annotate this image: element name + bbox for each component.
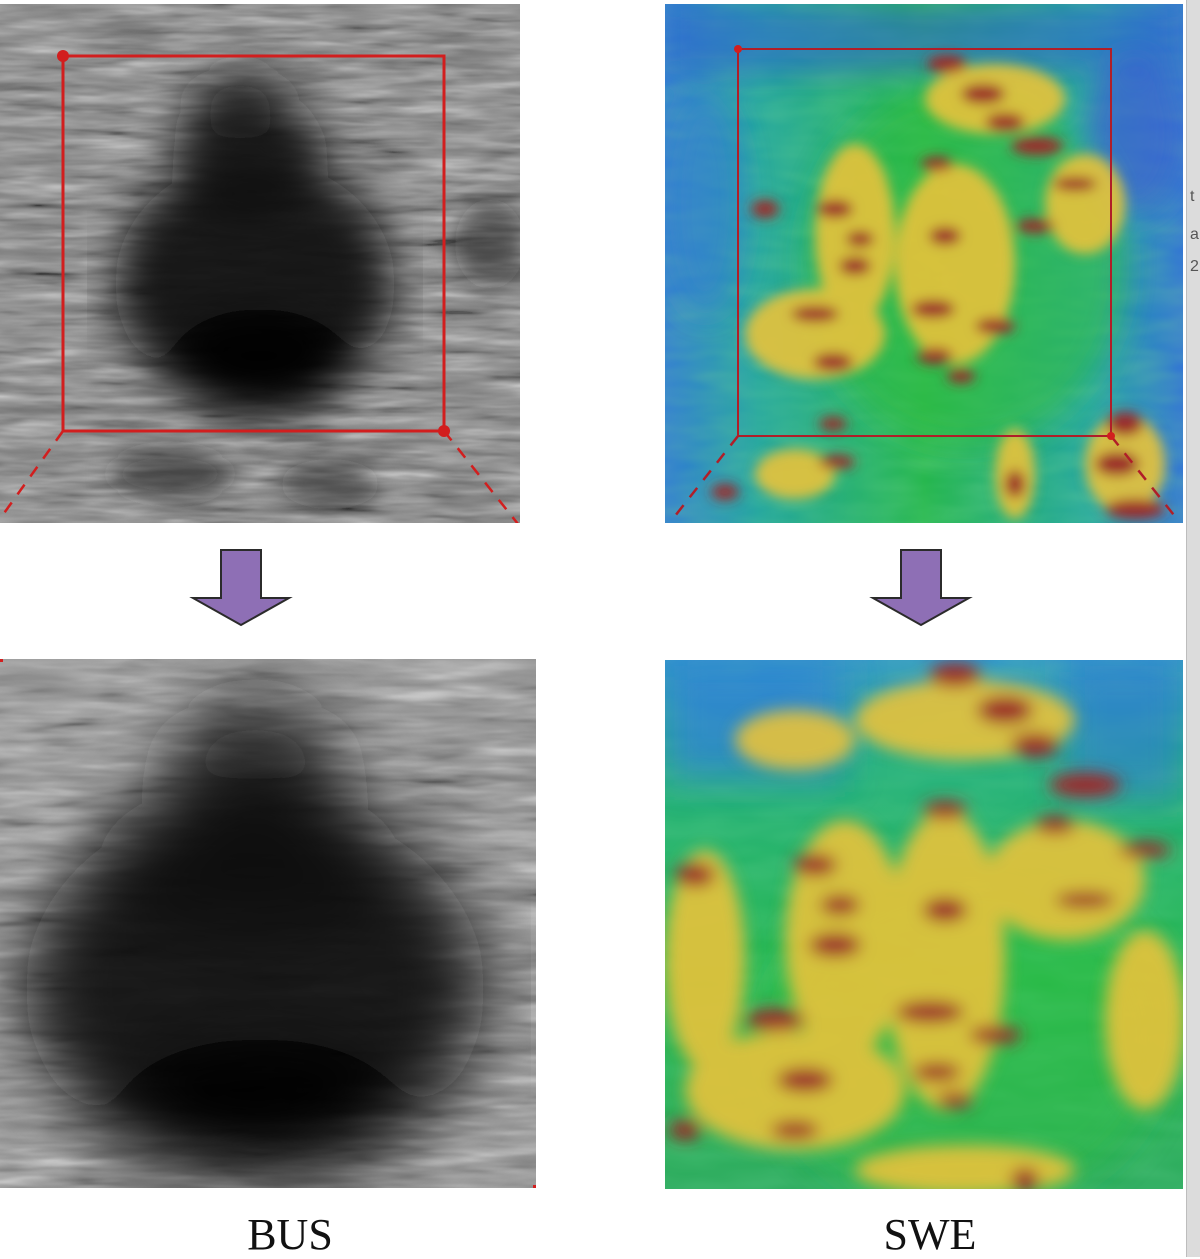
bus-roi-image: [0, 4, 520, 523]
bus-crop-image: [0, 659, 536, 1188]
edge-glyph: a: [1190, 226, 1199, 243]
down-arrow-icon: [869, 548, 973, 628]
swe-crop-image: [665, 660, 1183, 1189]
roi-corner-handle: [438, 425, 450, 437]
swe-caption: SWE: [883, 1210, 977, 1259]
bus-cropped-roi: [0, 659, 536, 1188]
down-arrow-icon: [189, 548, 293, 628]
roi-corner-handle: [57, 50, 69, 62]
swe-roi-image: [665, 4, 1183, 523]
edge-glyph: t: [1190, 188, 1195, 205]
stiffness-hotspots: [665, 663, 1183, 1189]
roi-corner-handle: [1107, 432, 1115, 440]
roi-box: [0, 54, 519, 523]
bus-caption: BUS: [247, 1210, 333, 1259]
bus-image-with-roi: [0, 4, 520, 523]
roi-corner-handle: [734, 45, 742, 53]
edge-glyph: 2: [1190, 258, 1199, 275]
swe-image-with-roi: [665, 4, 1183, 523]
lesion-mass: [115, 68, 395, 419]
roi-box: [674, 48, 1178, 520]
stiffness-hotspots: [711, 55, 1165, 519]
lesion-mass: [25, 699, 485, 1179]
swe-cropped-roi: [665, 660, 1183, 1189]
window-edge: [1186, 0, 1200, 1257]
